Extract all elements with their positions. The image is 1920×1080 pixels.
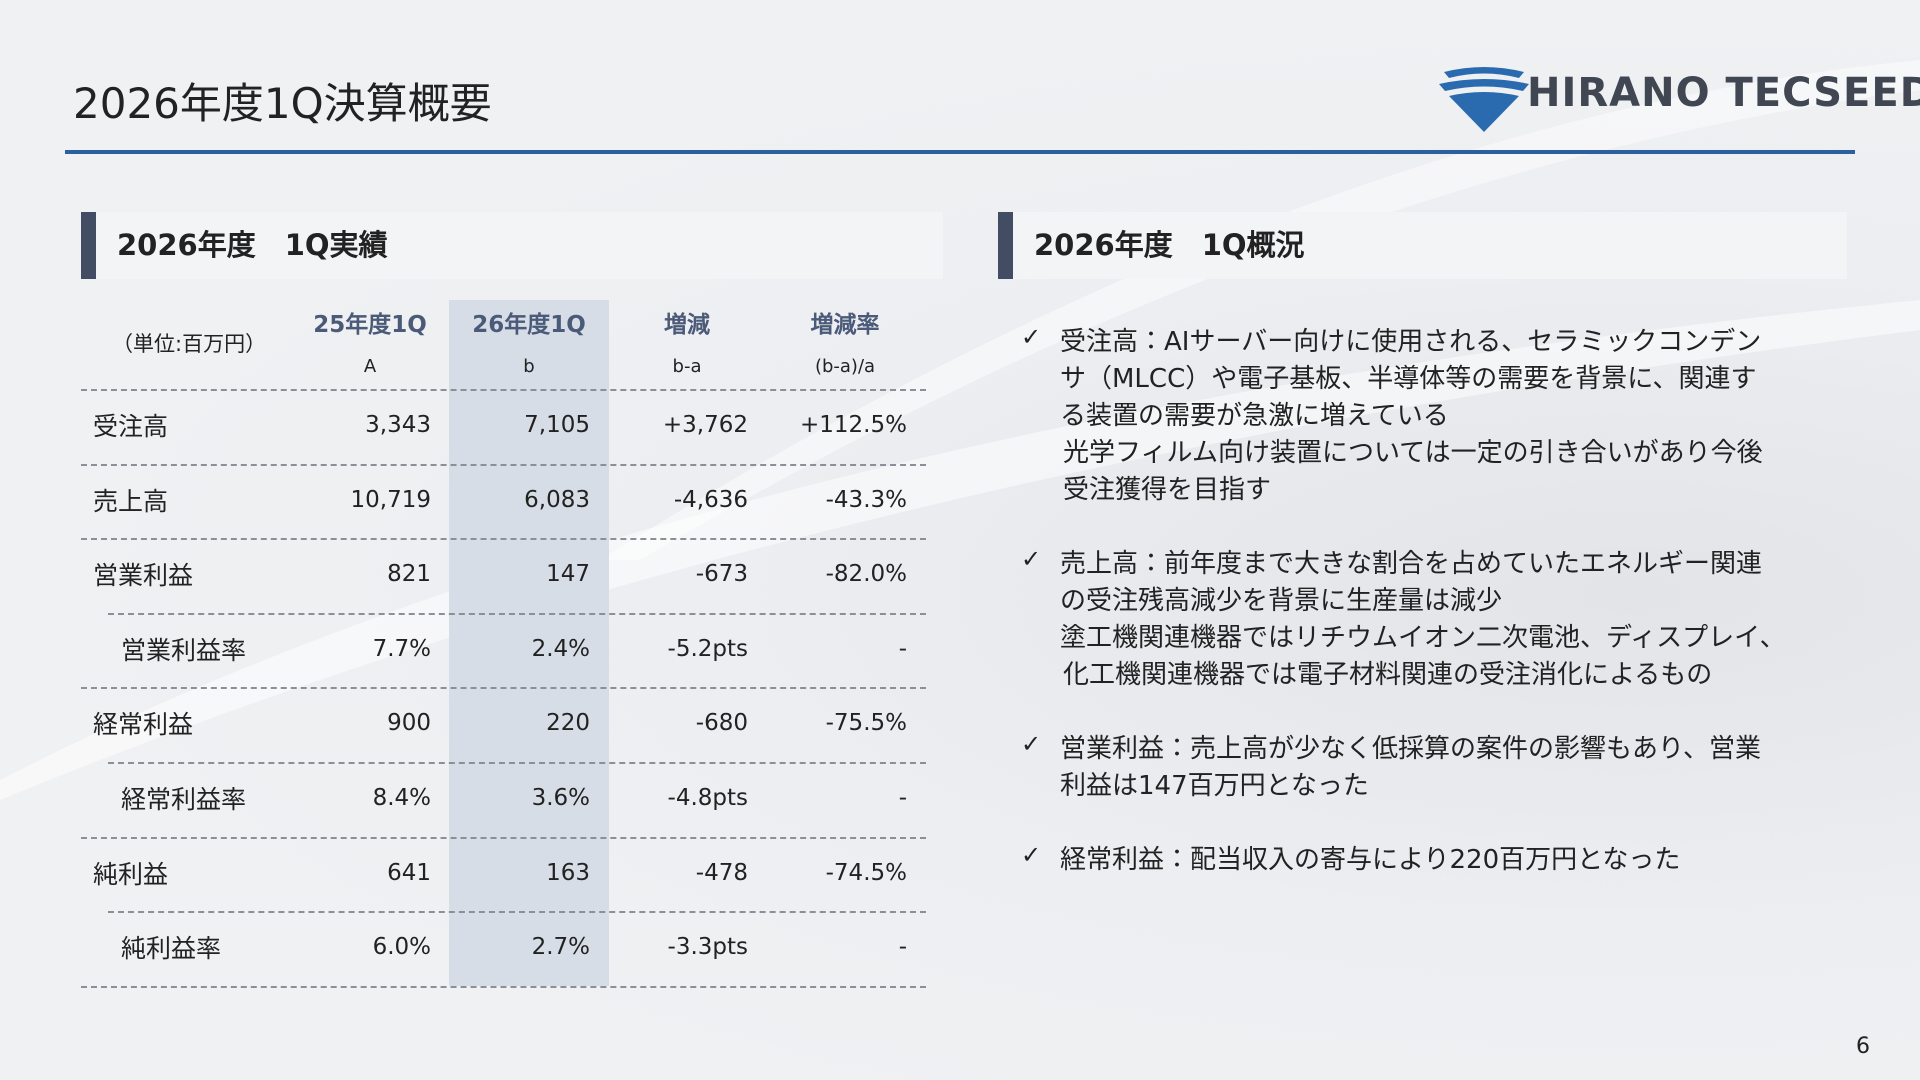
section-heading: 2026年度 1Q実績 (81, 212, 943, 279)
note-line: 経常利益：配当収入の寄与により220百万円となった (1060, 845, 1681, 875)
table-cell: 7.7% (372, 635, 431, 662)
logo-text: HIRANO TECSEED (1527, 70, 1920, 116)
table-cell: 2.7% (531, 934, 590, 961)
column-header: 増減 (664, 312, 710, 338)
check-mark: ✓ (1021, 545, 1042, 573)
row-divider (108, 612, 926, 615)
row-label: 経常利益率 (121, 785, 247, 814)
column-header: 26年度1Q (472, 312, 586, 338)
section-heading: 2026年度 1Q概況 (998, 212, 1847, 279)
page-number: 6 (1856, 1034, 1870, 1059)
unit-label: （単位:百万円） (112, 332, 267, 356)
row-divider (81, 538, 926, 541)
check-mark: ✓ (1021, 323, 1042, 351)
table-cell: 3.6% (531, 785, 590, 811)
row-label: 営業利益 (93, 561, 194, 591)
table-cell: 7,105 (524, 412, 590, 438)
column-subheader: b-a (672, 356, 702, 377)
row-label: 売上高 (93, 486, 169, 516)
table-cell: 10,719 (350, 486, 431, 513)
note-line: 光学フィルム向け装置については一定の引き合いがあり今後 (1063, 438, 1763, 468)
table-cell: 147 (546, 561, 590, 588)
table-cell: +3,762 (662, 412, 748, 438)
table-cell: -680 (695, 710, 748, 737)
table-cell: -4,636 (673, 486, 748, 513)
table-cell: -74.5% (825, 859, 907, 886)
column-header: 増減率 (810, 312, 880, 338)
row-label: 純利益率 (121, 934, 222, 964)
column-subheader: (b-a)/a (814, 356, 876, 377)
column-header: 25年度1Q (313, 312, 427, 338)
column-subheader: A (363, 356, 377, 377)
table-cell: -82.0% (825, 561, 907, 588)
table-cell: -5.2pts (667, 635, 748, 662)
table-cell: -3.3pts (667, 934, 748, 961)
column-subheader: b (523, 356, 535, 377)
note-line: る装置の需要が急激に増えている (1060, 401, 1449, 431)
heading-text: 2026年度 1Q実績 (117, 228, 388, 262)
table-cell: -4.8pts (667, 785, 748, 811)
note-line: 利益は147百万円となった (1060, 771, 1369, 801)
table-cell: 2.4% (531, 635, 590, 662)
logo-mark (1439, 67, 1529, 132)
check-mark: ✓ (1021, 730, 1042, 758)
heading-text: 2026年度 1Q概況 (1034, 228, 1305, 262)
table-cell: 163 (546, 859, 590, 886)
table-cell: - (898, 934, 907, 961)
table-cell: 821 (387, 561, 431, 588)
table-cell: 8.4% (372, 785, 431, 811)
row-label: 経常利益 (93, 710, 194, 740)
column-highlight (449, 300, 609, 986)
row-label: 営業利益率 (121, 635, 247, 665)
table-cell: -478 (695, 859, 748, 886)
table-cell: +112.5% (800, 412, 907, 438)
note-line: 化工機関連機器では電子材料関連の受注消化によるもの (1063, 660, 1713, 690)
row-divider (81, 687, 926, 690)
note-line: 受注高：AIサーバー向けに使用される、セラミックコンデン (1060, 327, 1762, 357)
row-divider (108, 762, 926, 764)
note-line: 受注獲得を目指す (1063, 475, 1272, 505)
note-line: 営業利益：売上高が少なく低採算の案件の影響もあり、営業 (1060, 734, 1761, 764)
table-cell: 6,083 (524, 486, 590, 513)
table-cell: -43.3% (825, 486, 907, 513)
note-line: サ（MLCC）や電子基板、半導体等の需要を背景に、関連す (1060, 364, 1757, 394)
table-cell: -75.5% (825, 710, 907, 737)
note-line: 塗工機関連機器ではリチウムイオン二次電池、ディスプレイ、 (1060, 623, 1786, 653)
table-cell: 3,343 (365, 412, 431, 438)
row-divider (108, 911, 926, 914)
title-rule (65, 150, 1855, 154)
table-cell: - (898, 785, 907, 811)
slide-title: 2026年度1Q決算概要 (73, 79, 492, 128)
table-cell: 220 (546, 710, 590, 737)
note-line: 売上高：前年度まで大きな割合を占めていたエネルギー関連 (1060, 549, 1763, 579)
table-cell: -673 (695, 561, 748, 588)
table-cell: - (898, 635, 907, 662)
table-cell: 641 (387, 859, 431, 886)
row-divider (81, 463, 926, 466)
table-cell: 6.0% (372, 934, 431, 961)
note-line: の受注残高減少を背景に生産量は減少 (1060, 586, 1503, 616)
table-cell: 900 (387, 710, 431, 737)
check-mark: ✓ (1021, 841, 1042, 869)
row-divider (81, 836, 926, 839)
row-label: 純利益 (93, 859, 169, 889)
row-divider (81, 389, 926, 391)
row-divider (81, 985, 926, 988)
row-label: 受注高 (93, 412, 169, 441)
